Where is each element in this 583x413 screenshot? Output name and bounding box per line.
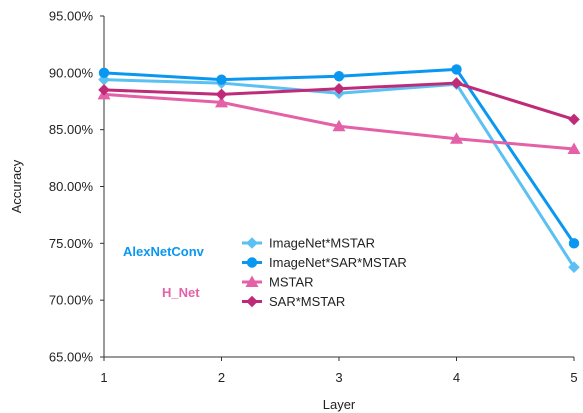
x-tick-label: 3 <box>335 370 342 385</box>
legend-marker <box>245 275 259 287</box>
data-point <box>567 142 581 154</box>
y-tick-label: 90.00% <box>49 65 94 80</box>
y-axis-ticks: 65.00% 70.00% 75.00% 80.00% 85.00% 90.00% 95.0… <box>49 9 104 365</box>
data-point <box>450 77 463 89</box>
legend-marker <box>246 295 258 308</box>
legend-label: ImageNet*SAR*MSTAR <box>269 255 407 270</box>
data-point <box>568 238 580 249</box>
x-axis-label: Layer <box>323 397 356 412</box>
data-point <box>98 84 110 96</box>
legend-label: SAR*MSTAR <box>269 294 345 309</box>
y-tick-label: 65.00% <box>49 350 94 365</box>
legend-marker <box>246 257 258 268</box>
y-tick-label: 80.00% <box>49 179 94 194</box>
x-axis-ticks: 1 2 3 4 5 <box>100 357 578 385</box>
annotation-h-net: H_Net <box>162 285 200 300</box>
legend-item: ImageNet*SAR*MSTAR <box>242 255 407 270</box>
y-tick-label: 95.00% <box>49 9 94 24</box>
y-tick-label: 70.00% <box>49 293 94 308</box>
series-layer <box>97 64 581 274</box>
y-axis-label: Accuracy <box>9 159 24 213</box>
x-tick-label: 5 <box>570 370 577 385</box>
x-tick-label: 4 <box>453 370 460 385</box>
data-point <box>333 71 345 82</box>
data-point <box>98 67 110 79</box>
data-point <box>215 95 228 108</box>
data-point <box>450 132 463 144</box>
data-point <box>568 261 580 274</box>
series-sar-mstar <box>98 77 580 126</box>
annotation-alexnetconv: AlexNetConv <box>123 244 205 259</box>
legend-item: SAR*MSTAR <box>242 294 345 309</box>
y-tick-label: 75.00% <box>49 236 94 251</box>
legend-label: MSTAR <box>269 275 314 290</box>
data-point <box>216 74 227 85</box>
x-tick-label: 1 <box>100 370 107 385</box>
legend: ImageNet*MSTAR ImageNet*SAR*MSTAR MSTAR SAR… <box>242 236 407 309</box>
y-tick-label: 85.00% <box>49 122 94 137</box>
data-point <box>215 88 228 101</box>
data-point <box>332 119 346 132</box>
x-tick-label: 2 <box>218 370 225 385</box>
legend-item: MSTAR <box>242 275 314 290</box>
legend-item: ImageNet*MSTAR <box>242 236 375 251</box>
series-imagenet-sar-mstar <box>98 64 580 249</box>
data-point <box>333 82 345 95</box>
data-point <box>451 64 462 75</box>
legend-marker <box>246 237 258 249</box>
legend-label: ImageNet*MSTAR <box>269 236 375 251</box>
data-point <box>568 113 580 126</box>
